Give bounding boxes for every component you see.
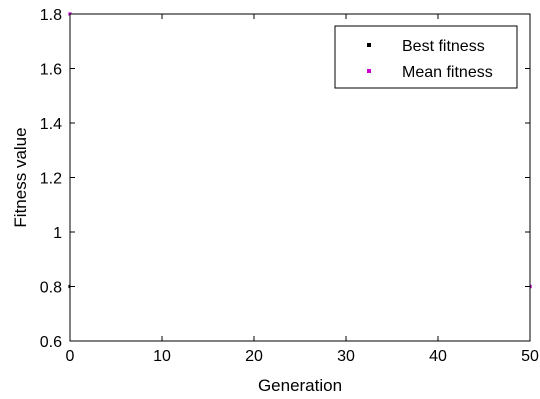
x-tick-label: 20 <box>245 348 263 365</box>
x-tick-label: 50 <box>521 348 539 365</box>
y-tick-label: 1.8 <box>40 7 62 24</box>
x-tick-label: 30 <box>337 348 355 365</box>
y-axis-title: Fitness value <box>11 127 30 227</box>
legend-box <box>334 25 518 89</box>
y-tick-label: 1.6 <box>40 62 62 79</box>
x-tick-label: 40 <box>429 348 447 365</box>
y-tick-label: 0.6 <box>40 334 62 351</box>
y-tick-label: 0.8 <box>40 280 62 297</box>
x-axis-title: Generation <box>258 376 342 395</box>
y-tick-label: 1 <box>53 225 62 242</box>
y-tick-label: 1.4 <box>40 116 62 133</box>
legend-marker <box>367 43 371 47</box>
y-tick-label: 1.2 <box>40 171 62 188</box>
legend-label: Best fitness <box>402 38 485 55</box>
x-tick-label: 10 <box>153 348 171 365</box>
x-tick-label: 0 <box>66 348 75 365</box>
legend-marker <box>367 69 371 73</box>
legend: Best fitness Mean fitness <box>334 25 518 89</box>
legend-label: Mean fitness <box>402 64 493 81</box>
